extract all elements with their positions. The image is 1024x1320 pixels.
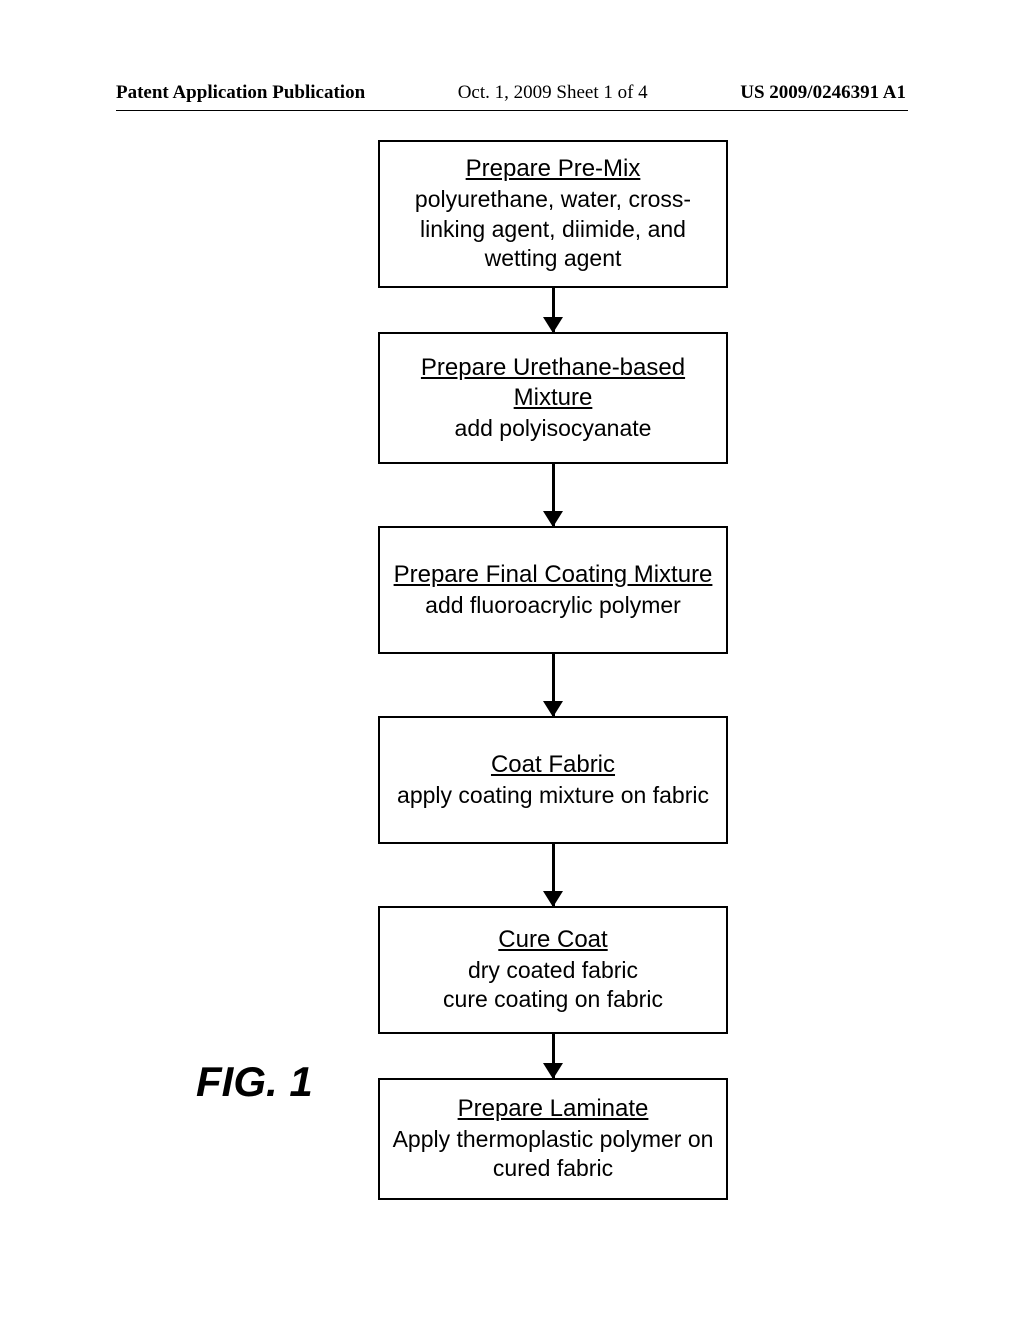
flow-node-cure: Cure Coatdry coated fabriccure coating o… [378, 906, 728, 1034]
flow-node-body: polyurethane, water, cross-linking agent… [386, 185, 720, 273]
flow-node-coat: Coat Fabricapply coating mixture on fabr… [378, 716, 728, 844]
flow-arrow [378, 464, 728, 526]
flow-node-title: Prepare Urethane-based Mixture [386, 353, 720, 414]
flow-node-laminate: Prepare LaminateApply thermoplastic poly… [378, 1078, 728, 1200]
flow-node-title: Cure Coat [386, 925, 720, 956]
header-right: US 2009/0246391 A1 [740, 82, 906, 104]
flow-node-title: Prepare Laminate [386, 1094, 720, 1125]
flow-node-title: Prepare Final Coating Mixture [386, 560, 720, 591]
flowchart: Prepare Pre-Mixpolyurethane, water, cros… [378, 140, 728, 1200]
flow-node-body: dry coated fabriccure coating on fabric [386, 956, 720, 1015]
flow-node-title: Prepare Pre-Mix [386, 154, 720, 185]
flow-arrow [378, 844, 728, 906]
flow-node-body: Apply thermoplastic polymer on cured fab… [386, 1125, 720, 1184]
flow-arrow [378, 288, 728, 332]
flow-node-title: Coat Fabric [386, 750, 720, 781]
flow-arrow [378, 654, 728, 716]
flow-node-body: add polyisocyanate [386, 414, 720, 443]
flow-node-body: add fluoroacrylic polymer [386, 591, 720, 620]
figure-label: FIG. 1 [196, 1058, 313, 1106]
header-center: Oct. 1, 2009 Sheet 1 of 4 [458, 82, 648, 104]
header-rule [116, 110, 908, 111]
flow-node-urethane: Prepare Urethane-based Mixtureadd polyis… [378, 332, 728, 464]
page-header: Patent Application Publication Oct. 1, 2… [0, 82, 1024, 104]
flow-node-premix: Prepare Pre-Mixpolyurethane, water, cros… [378, 140, 728, 288]
flow-node-final: Prepare Final Coating Mixtureadd fluoroa… [378, 526, 728, 654]
header-left: Patent Application Publication [116, 82, 365, 104]
flow-node-body: apply coating mixture on fabric [386, 781, 720, 810]
flow-arrow [378, 1034, 728, 1078]
